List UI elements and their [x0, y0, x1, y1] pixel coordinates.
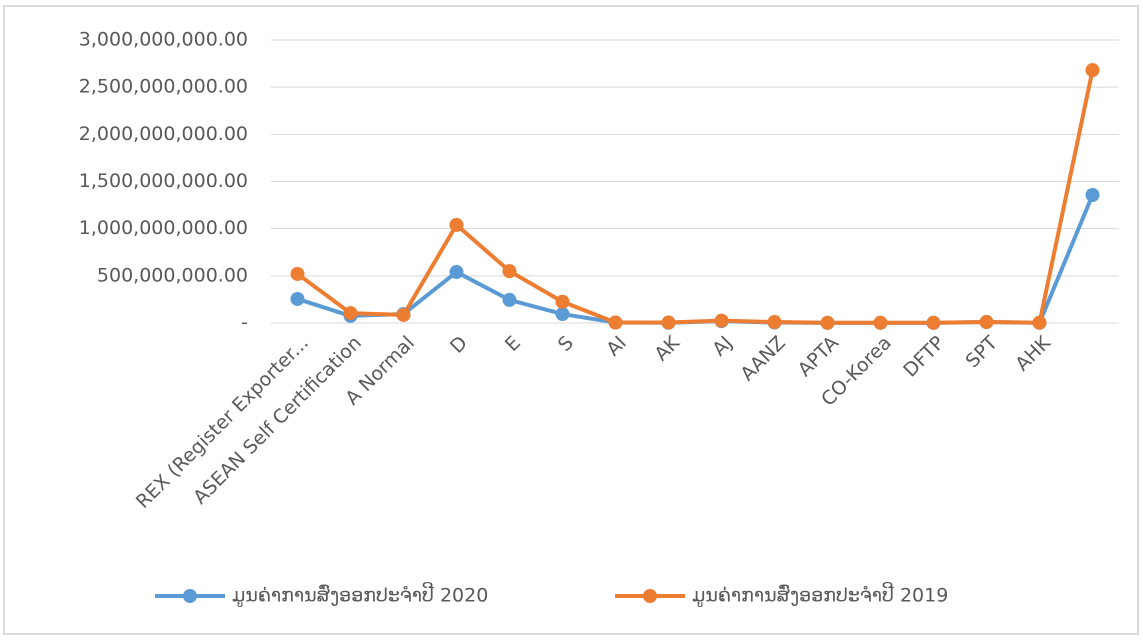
y-tick-label: 1,500,000,000.00 [79, 170, 248, 192]
point-marker [1032, 315, 1047, 330]
y-tick-label: 2,500,000,000.00 [79, 76, 248, 98]
point-marker [767, 315, 782, 330]
point-marker [714, 313, 729, 328]
legend-label: ມູນຄ່າການສົ່ງອອກປະຈຳປີ 2020 [232, 580, 488, 608]
point-marker [290, 266, 305, 281]
chart-frame [3, 5, 1139, 635]
point-marker [555, 307, 570, 322]
point-marker [555, 294, 570, 309]
point-marker [608, 315, 623, 330]
legend-label: ມູນຄ່າການສົ່ງອອກປະຈຳປີ 2019 [692, 580, 948, 608]
y-tick-label: 2,000,000,000.00 [79, 123, 248, 145]
y-tick-label: 500,000,000.00 [97, 264, 248, 286]
point-marker [661, 315, 676, 330]
point-marker [290, 291, 305, 306]
legend-marker [183, 589, 197, 603]
y-tick-label: 3,000,000,000.00 [79, 29, 248, 51]
point-marker [343, 306, 358, 321]
point-marker [1085, 63, 1100, 78]
point-marker [449, 265, 464, 280]
point-marker [502, 264, 517, 279]
y-tick-label: - [241, 312, 248, 334]
series-line [296, 69, 1095, 325]
point-marker [502, 292, 517, 307]
point-marker [979, 315, 994, 330]
point-marker [926, 315, 941, 330]
point-marker [1085, 187, 1100, 202]
y-tick-label: 1,000,000,000.00 [79, 217, 248, 239]
point-marker [820, 315, 835, 330]
legend-marker [643, 589, 657, 603]
point-marker [873, 315, 888, 330]
point-marker [396, 307, 411, 322]
point-marker [449, 217, 464, 232]
